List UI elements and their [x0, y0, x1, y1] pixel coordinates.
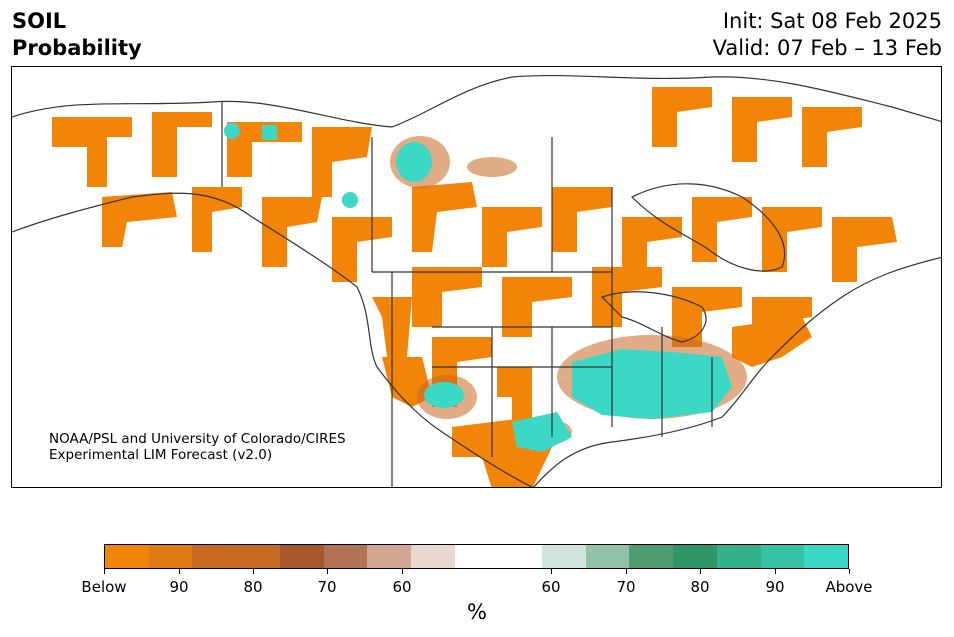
colorbar-tick-label: 90: [765, 578, 785, 596]
colorbar-tick-label: 70: [616, 578, 636, 596]
colorbar-segment: [192, 545, 237, 568]
colorbar-tick-mark: [775, 569, 776, 574]
credit-text: NOAA/PSL and University of Colorado/CIRE…: [49, 431, 346, 463]
colorbar-tick-mark: [626, 569, 627, 574]
title-subtitle: Probability: [12, 36, 142, 60]
colorbar-segment: [279, 545, 324, 568]
map-title: SOIL Probability: [12, 8, 142, 62]
colorbar-segment: [542, 545, 586, 568]
colorbar-segment: [105, 545, 149, 568]
colorbar-tick-mark: [253, 569, 254, 574]
credit-line-1: NOAA/PSL and University of Colorado/CIRE…: [49, 431, 346, 447]
colorbar-segment: [454, 545, 499, 568]
colorbar-tick-label: 80: [690, 578, 710, 596]
colorbar-segment: [585, 545, 630, 568]
forecast-dates: Init: Sat 08 Feb 2025 Valid: 07 Feb – 13…: [713, 8, 942, 62]
colorbar-segment: [498, 545, 543, 568]
colorbar-tick-label: 80: [243, 578, 263, 596]
colorbar-tick-mark: [700, 569, 701, 574]
colorbar-units: %: [467, 600, 487, 624]
colorbar-tick-label: Below: [81, 578, 127, 596]
colorbar-segment: [367, 545, 411, 568]
valid-range: Valid: 07 Feb – 13 Feb: [712, 36, 942, 60]
colorbar-segment: [236, 545, 280, 568]
colorbar-segment: [410, 545, 455, 568]
map-panel: NOAA/PSL and University of Colorado/CIRE…: [11, 66, 942, 488]
colorbar-tick-mark: [402, 569, 403, 574]
colorbar-segment: [760, 545, 805, 568]
colorbar-segment: [673, 545, 717, 568]
colorbar-tick-label: 70: [317, 578, 337, 596]
colorbar: [104, 544, 849, 569]
colorbar-segment: [323, 545, 368, 568]
colorbar-tick-mark: [551, 569, 552, 574]
colorbar-segment: [148, 545, 193, 568]
credit-line-2: Experimental LIM Forecast (v2.0): [49, 447, 273, 463]
colorbar-segment: [804, 545, 848, 568]
colorbar-tick-mark: [327, 569, 328, 574]
colorbar-tick-label: 60: [541, 578, 561, 596]
below-normal-regions: [52, 87, 897, 487]
colorbar-tick-mark: [849, 569, 850, 574]
map-outlines: [12, 74, 941, 487]
colorbar-tick-mark: [104, 569, 105, 574]
colorbar-segment: [629, 545, 674, 568]
colorbar-tick-label: 90: [169, 578, 189, 596]
colorbar-tick-mark: [179, 569, 180, 574]
title-variable: SOIL: [12, 9, 67, 33]
init-date: Init: Sat 08 Feb 2025: [722, 9, 942, 33]
probability-map: [12, 74, 941, 487]
colorbar-tick-label: 60: [392, 578, 412, 596]
colorbar-tick-label: Above: [825, 578, 873, 596]
colorbar-segment: [716, 545, 761, 568]
